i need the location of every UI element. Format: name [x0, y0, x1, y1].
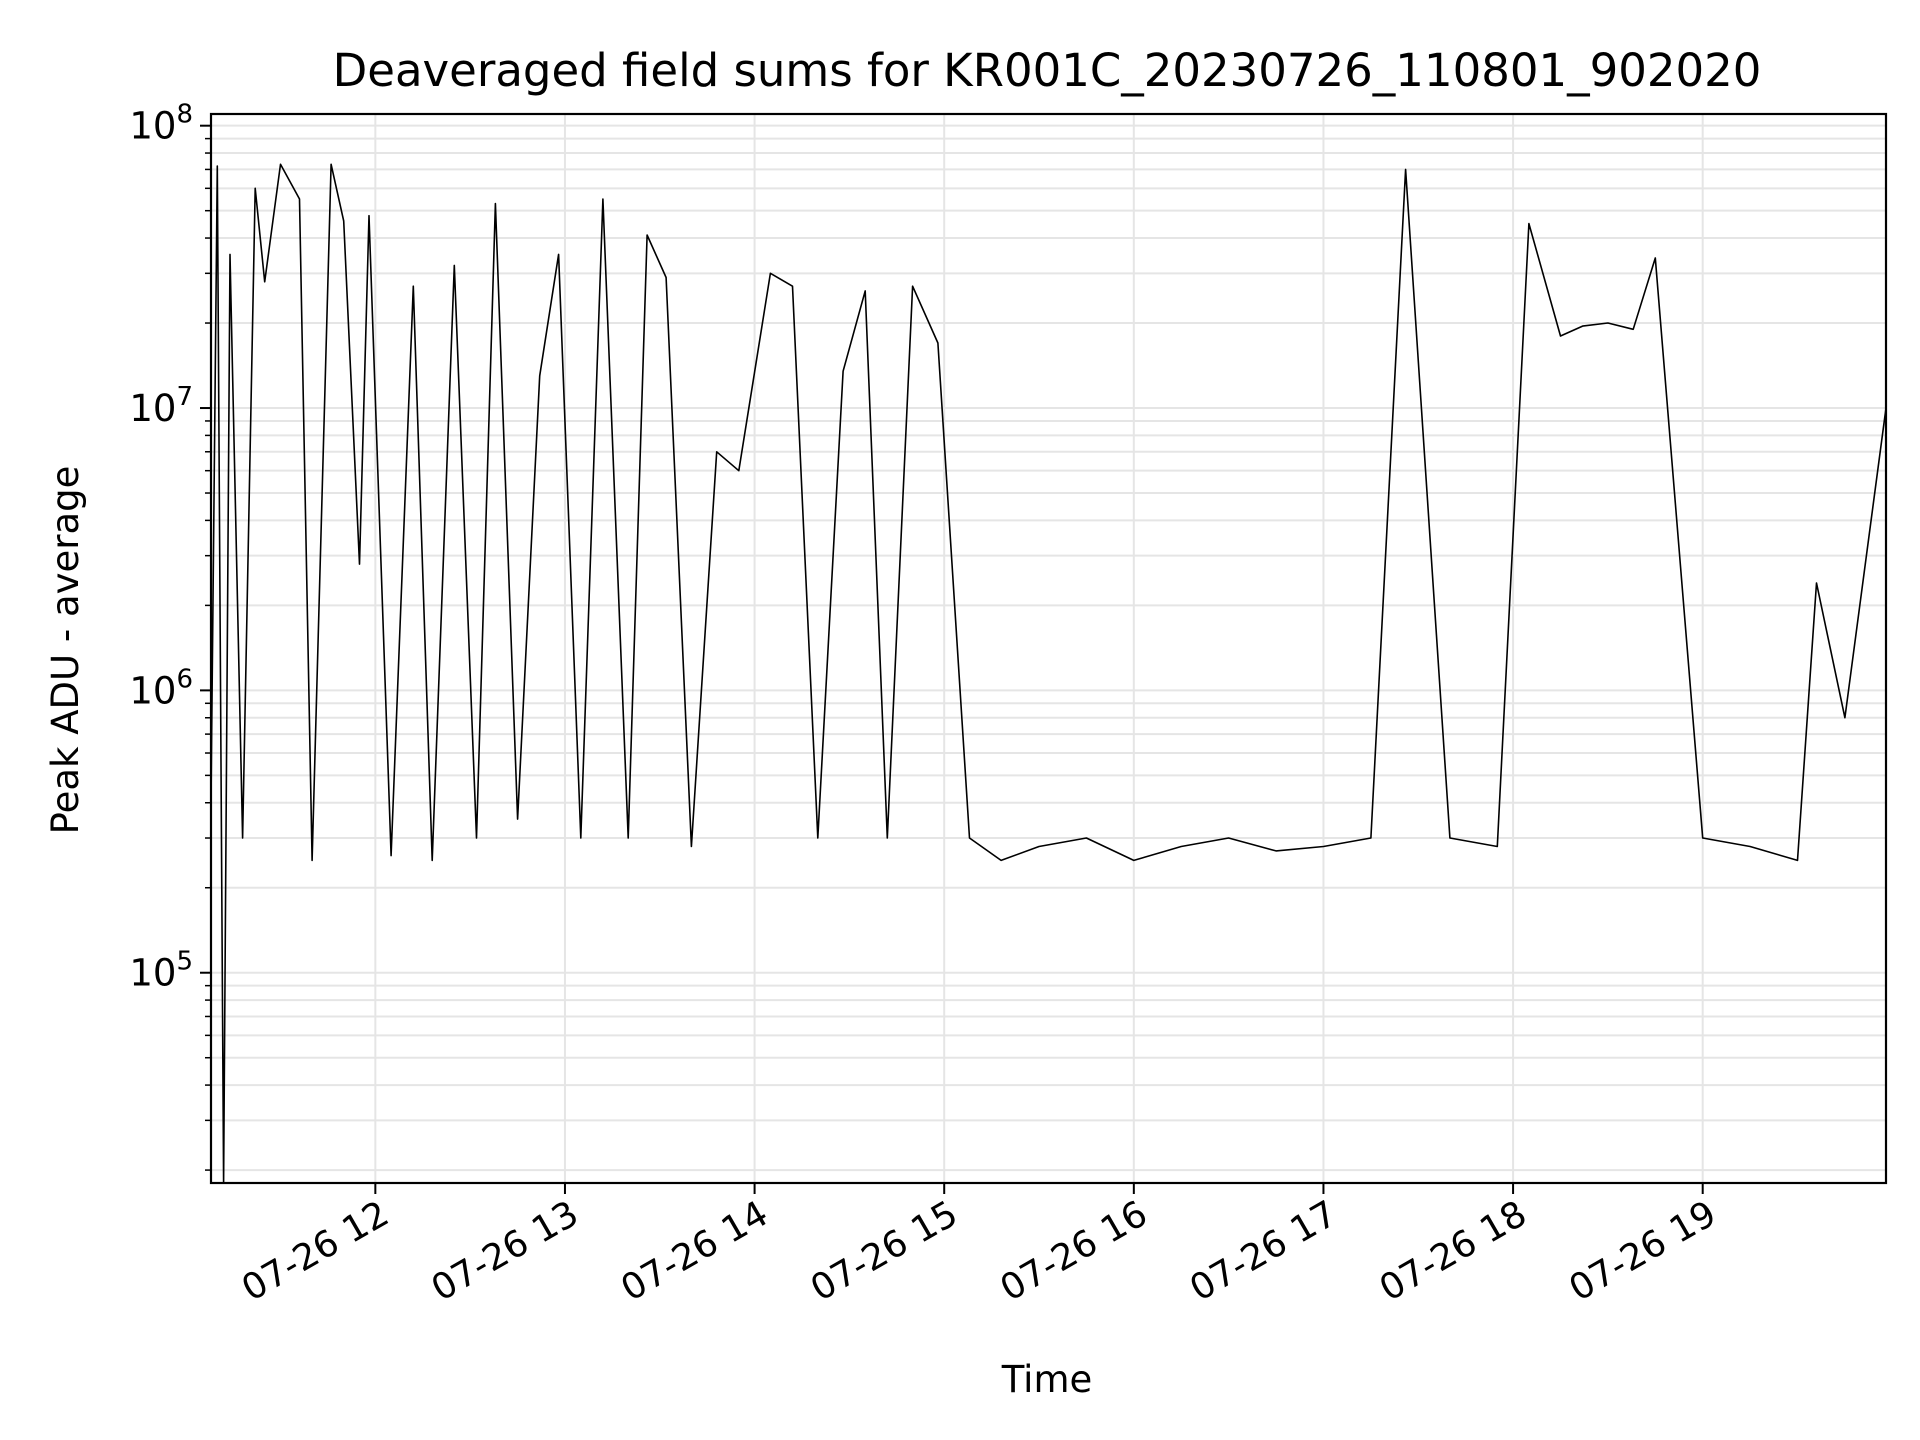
y-tick-exponent: 7 — [176, 382, 193, 412]
y-tick-base: 10 — [129, 952, 176, 995]
y-tick-exponent: 5 — [176, 947, 193, 977]
series-line — [210, 163, 1887, 1184]
y-tick-base: 10 — [129, 105, 176, 148]
y-tick-label: 107 — [129, 382, 193, 430]
y-tick-base: 10 — [129, 669, 176, 712]
x-axis-label: Time — [1001, 1358, 1093, 1401]
chart-title: Deaveraged field sums for KR001C_2023072… — [333, 44, 1762, 97]
y-tick-label: 105 — [129, 947, 193, 995]
series-layer — [210, 163, 1887, 1184]
y-tick-exponent: 8 — [176, 100, 193, 130]
y-tick-label: 108 — [129, 100, 193, 148]
y-tick-label: 106 — [129, 664, 193, 712]
y-axis-label: Peak ADU - average — [44, 466, 87, 835]
plot-frame — [209, 112, 1888, 1185]
y-tick-base: 10 — [129, 387, 176, 430]
y-tick-exponent: 6 — [176, 664, 193, 694]
grid — [211, 114, 1886, 1183]
